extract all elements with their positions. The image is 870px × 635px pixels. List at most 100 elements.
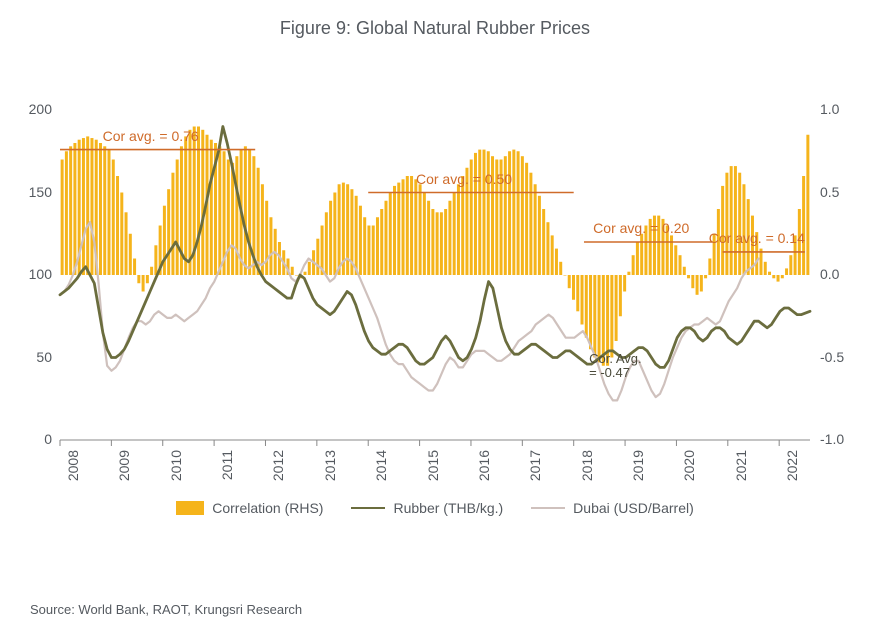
correlation-bar — [86, 136, 89, 275]
correlation-bar — [384, 201, 387, 275]
correlation-bar — [768, 272, 771, 275]
correlation-bar — [69, 146, 72, 275]
correlation-bar — [785, 268, 788, 275]
correlation-bar — [99, 143, 102, 275]
source-note: Source: World Bank, RAOT, Krungsri Resea… — [30, 602, 302, 617]
x-tick-year: 2020 — [681, 450, 697, 481]
legend-label-correlation: Correlation (RHS) — [212, 500, 323, 516]
correlation-bar — [585, 275, 588, 338]
x-tick-year: 2011 — [219, 450, 235, 480]
correlation-bar — [627, 272, 630, 275]
correlation-bar — [142, 275, 145, 292]
correlation-bar — [338, 184, 341, 275]
correlation-bar — [108, 150, 111, 275]
x-tick-year: 2022 — [784, 450, 800, 481]
correlation-bar — [65, 151, 68, 275]
correlation-bar — [269, 217, 272, 275]
correlation-bar — [363, 217, 366, 275]
correlation-bar — [167, 189, 170, 275]
correlation-bar — [691, 275, 694, 288]
y-tick-right: 0.5 — [820, 184, 860, 200]
correlation-bar — [453, 193, 456, 276]
y-tick-left: 100 — [12, 266, 52, 282]
correlation-bar — [120, 193, 123, 276]
correlation-bar — [406, 176, 409, 275]
correlation-bar — [593, 275, 596, 358]
rubber-swatch — [351, 507, 385, 509]
y-tick-right: 0.0 — [820, 266, 860, 282]
correlation-bar — [734, 166, 737, 275]
correlation-bar — [538, 196, 541, 275]
correlation-bar — [708, 259, 711, 276]
correlation-bar — [521, 156, 524, 275]
correlation-bar — [679, 255, 682, 275]
correlation-bar — [730, 166, 733, 275]
correlation-bar — [632, 255, 635, 275]
correlation-bar — [619, 275, 622, 316]
correlation-bar — [154, 245, 157, 275]
y-tick-left: 200 — [12, 101, 52, 117]
correlation-bar — [295, 275, 298, 276]
correlation-bar — [359, 206, 362, 275]
legend-label-rubber: Rubber (THB/kg.) — [393, 500, 503, 516]
x-tick-year: 2009 — [116, 450, 132, 481]
correlation-bar — [640, 234, 643, 275]
correlation-bar — [367, 226, 370, 276]
correlation-bar — [563, 275, 566, 276]
correlation-bar — [137, 275, 140, 283]
correlation-bar — [546, 222, 549, 275]
chart-svg — [60, 110, 810, 440]
y-tick-left: 50 — [12, 349, 52, 365]
correlation-bar — [90, 138, 93, 275]
correlation-bar — [129, 234, 132, 275]
correlation-bar — [581, 275, 584, 325]
legend-item-dubai: Dubai (USD/Barrel) — [531, 500, 694, 516]
correlation-bar — [512, 150, 515, 275]
correlation-bar — [265, 201, 268, 275]
correlation-bar — [346, 184, 349, 275]
correlation-bar — [802, 176, 805, 275]
correlation-bar — [559, 262, 562, 275]
x-tick-year: 2010 — [168, 450, 184, 481]
correlation-bar — [423, 193, 426, 276]
correlation-bar — [589, 275, 592, 349]
correlation-bar — [257, 168, 260, 275]
correlation-bar — [789, 255, 792, 275]
correlation-bar — [483, 150, 486, 275]
correlation-bar — [534, 184, 537, 275]
correlation-bar — [150, 267, 153, 275]
correlation-bar — [210, 140, 213, 275]
correlation-bar — [112, 160, 115, 276]
cor-avg-label: Cor avg. = 0.20 — [593, 220, 689, 236]
rubber-line — [60, 127, 810, 368]
x-tick-year: 2015 — [425, 450, 441, 481]
correlation-bar — [419, 184, 422, 275]
x-tick-year: 2014 — [373, 450, 389, 481]
correlation-bar — [738, 173, 741, 275]
correlation-bar — [333, 193, 336, 276]
y-tick-left: 0 — [12, 431, 52, 447]
correlation-bar — [308, 262, 311, 275]
correlation-bar — [448, 201, 451, 275]
legend-label-dubai: Dubai (USD/Barrel) — [573, 500, 694, 516]
correlation-bar — [457, 184, 460, 275]
correlation-bar — [188, 130, 191, 275]
correlation-bar — [218, 146, 221, 275]
correlation-bar — [772, 275, 775, 278]
correlation-bar — [402, 179, 405, 275]
x-tick-year: 2017 — [527, 450, 543, 481]
correlation-swatch — [176, 501, 204, 515]
correlation-bar — [397, 183, 400, 275]
correlation-bar — [133, 259, 136, 276]
x-tick-year: 2021 — [733, 450, 749, 481]
y-tick-left: 150 — [12, 184, 52, 200]
cor-avg-label: Cor avg. = 0.76 — [103, 128, 199, 144]
x-tick-year: 2019 — [630, 450, 646, 481]
chart-title: Figure 9: Global Natural Rubber Prices — [0, 0, 870, 39]
correlation-bar — [291, 267, 294, 275]
x-tick-year: 2013 — [322, 450, 338, 481]
correlation-bar — [227, 160, 230, 276]
plot-area — [60, 110, 810, 440]
legend-item-rubber: Rubber (THB/kg.) — [351, 500, 503, 516]
figure-container: Figure 9: Global Natural Rubber Prices 0… — [0, 0, 870, 635]
